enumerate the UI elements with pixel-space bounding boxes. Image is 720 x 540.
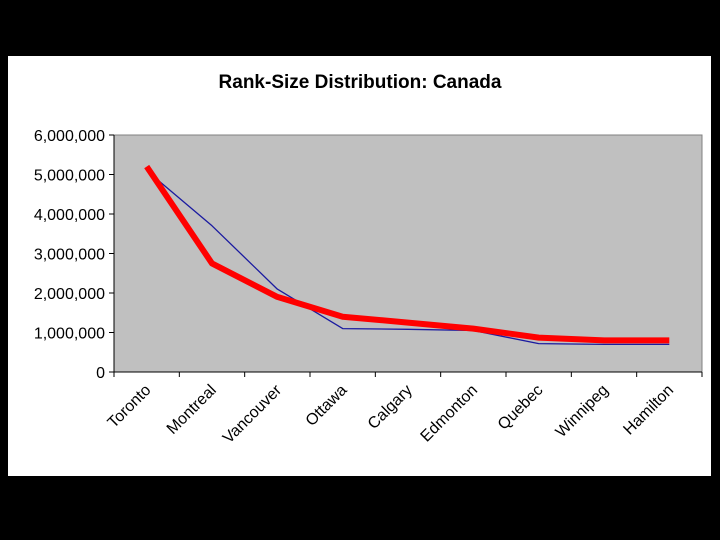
y-tick-label: 1,000,000 bbox=[34, 326, 105, 343]
series-line-2 bbox=[144, 164, 670, 344]
series-layer bbox=[144, 164, 670, 346]
series-line-1 bbox=[146, 170, 670, 346]
y-tick-label: 0 bbox=[96, 365, 105, 382]
y-tick-label: 2,000,000 bbox=[34, 286, 105, 303]
y-tick-label: 6,000,000 bbox=[34, 128, 105, 145]
line-chart: Rank-Size Distribution: Canada 0 1,000,00… bbox=[34, 72, 703, 447]
x-tick-label: Quebec bbox=[495, 382, 547, 434]
x-tick-label: Hamilton bbox=[620, 382, 677, 439]
x-tick-label: Winnipeg bbox=[553, 382, 612, 441]
x-tick-label: Edmonton bbox=[418, 382, 482, 446]
x-tick-label: Toronto bbox=[105, 382, 155, 432]
chart-title: Rank-Size Distribution: Canada bbox=[219, 72, 502, 93]
chart-panel: Rank-Size Distribution: Canada 0 1,000,00… bbox=[8, 56, 711, 476]
x-tick-label: Calgary bbox=[365, 382, 416, 433]
plot-area bbox=[113, 134, 703, 373]
y-tick-label: 5,000,000 bbox=[34, 168, 105, 185]
x-tick-label: Montreal bbox=[164, 382, 220, 438]
x-tick-label: Vancouver bbox=[220, 381, 286, 447]
y-tick-label: 3,000,000 bbox=[34, 247, 105, 264]
y-tick-label: 4,000,000 bbox=[34, 207, 105, 224]
x-tick-label: Ottawa bbox=[303, 382, 351, 430]
